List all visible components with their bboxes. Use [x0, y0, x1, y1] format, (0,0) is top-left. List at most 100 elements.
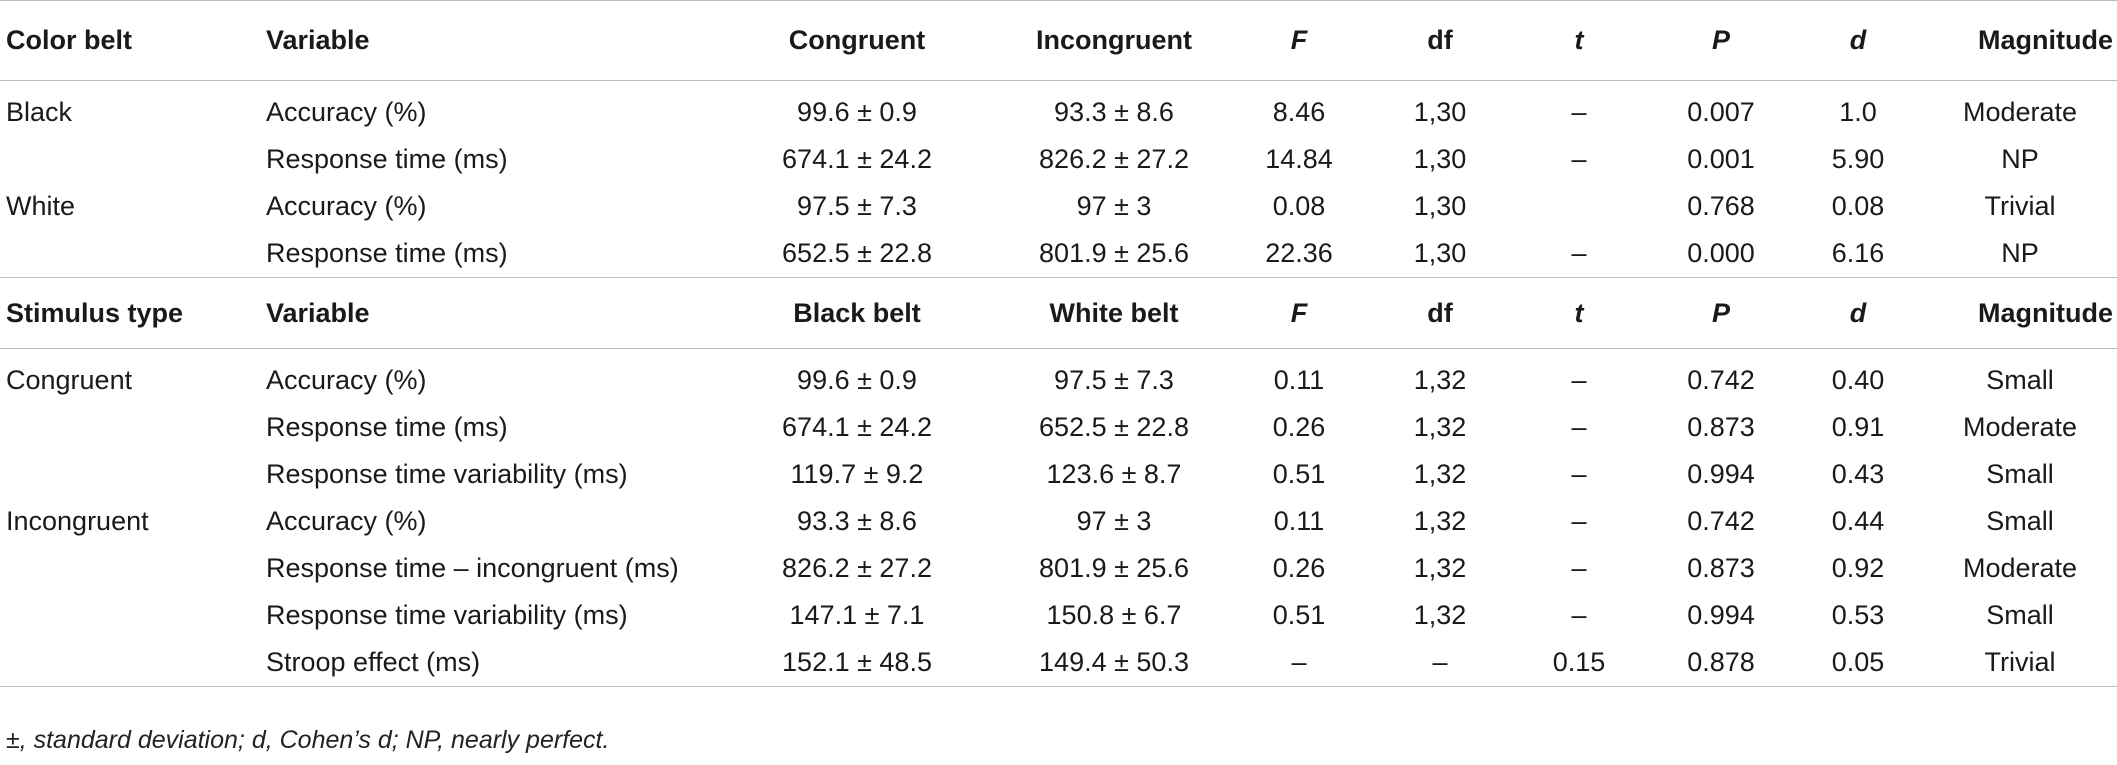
- value-b-cell: 801.9 ± 25.6: [1039, 553, 1189, 583]
- t-cell: –: [1571, 459, 1587, 489]
- table-row: Response time (ms) 652.5 ± 22.8 801.9 ± 25…: [0, 230, 2117, 278]
- t-cell: –: [1509, 230, 1649, 278]
- column-header: F: [1227, 277, 1371, 349]
- t-cell: –: [1571, 506, 1587, 536]
- magnitude-cell: Moderate: [1962, 412, 2078, 442]
- column-header: df: [1371, 277, 1509, 349]
- t-cell: –: [1571, 144, 1587, 174]
- table-row: Response time – incongruent (ms) 826.2 ± …: [0, 545, 2117, 592]
- p-cell: 0.768: [1687, 191, 1755, 221]
- table-row: Response time (ms) 674.1 ± 24.2 652.5 ± 22…: [0, 404, 2117, 451]
- variable-cell: Accuracy (%): [266, 365, 427, 395]
- p-cell: 0.001: [1687, 144, 1755, 174]
- column-header: F: [1227, 0, 1371, 81]
- table-row: Incongruent Accuracy (%) 93.3 ± 8.6 97 ± 3 0…: [0, 498, 2117, 545]
- column-header: Stimulus type: [0, 277, 260, 349]
- value-b-cell: 149.4 ± 50.3: [1001, 639, 1227, 687]
- value-b-cell: 150.8 ± 6.7: [1046, 600, 1182, 630]
- column-header: Incongruent: [1001, 0, 1227, 81]
- f-cell: 0.08: [1272, 191, 1326, 221]
- p-cell: 0.994: [1687, 459, 1755, 489]
- d-cell: 6.16: [1793, 230, 1923, 278]
- header-row-2: Stimulus type Variable Black belt White bel…: [0, 277, 2117, 349]
- value-a-cell: 826.2 ± 27.2: [782, 553, 932, 583]
- magnitude-cell: Trivial: [1923, 639, 2117, 687]
- group-cell: [0, 592, 260, 639]
- value-b-cell: 123.6 ± 8.7: [1046, 459, 1182, 489]
- group-cell: White: [6, 191, 76, 221]
- value-b-cell: 97 ± 3: [1076, 506, 1152, 536]
- d-cell: 5.90: [1831, 144, 1885, 174]
- table-row: Stroop effect (ms) 152.1 ± 48.5 149.4 ± 50…: [0, 639, 2117, 687]
- d-cell: 0.08: [1831, 191, 1885, 221]
- t-cell: –: [1571, 412, 1587, 442]
- column-header: t: [1509, 0, 1649, 81]
- f-cell: 0.11: [1273, 365, 1325, 395]
- f-cell: 0.11: [1273, 506, 1325, 536]
- df-cell: 1,32: [1413, 506, 1467, 536]
- f-cell: 0.51: [1272, 459, 1326, 489]
- column-header: d: [1793, 277, 1923, 349]
- value-b-cell: 801.9 ± 25.6: [1001, 230, 1227, 278]
- p-cell: 0.742: [1687, 365, 1755, 395]
- p-cell: 0.878: [1649, 639, 1793, 687]
- table-row: Black Accuracy (%) 99.6 ± 0.9 93.3 ± 8.6 8.4…: [0, 81, 2117, 137]
- f-cell: 0.26: [1272, 412, 1326, 442]
- variable-cell: Response time variability (ms): [266, 459, 628, 489]
- column-header: t: [1509, 277, 1649, 349]
- t-cell: 0.15: [1509, 639, 1649, 687]
- group-cell: [0, 230, 260, 278]
- value-a-cell: 147.1 ± 7.1: [789, 600, 925, 630]
- value-b-cell: 97.5 ± 7.3: [1054, 365, 1174, 395]
- d-cell: 0.92: [1831, 553, 1885, 583]
- group-cell: Incongruent: [6, 506, 149, 536]
- value-a-cell: 99.6 ± 0.9: [797, 97, 917, 127]
- d-cell: 0.53: [1831, 600, 1885, 630]
- p-cell: 0.000: [1649, 230, 1793, 278]
- column-header: P: [1649, 0, 1793, 81]
- df-cell: 1,30: [1413, 144, 1467, 174]
- variable-cell: Response time (ms): [260, 230, 713, 278]
- df-cell: 1,32: [1413, 553, 1467, 583]
- p-cell: 0.873: [1687, 553, 1755, 583]
- f-cell: –: [1227, 639, 1371, 687]
- value-a-cell: 674.1 ± 24.2: [782, 144, 932, 174]
- group-cell: Congruent: [6, 365, 133, 395]
- variable-cell: Accuracy (%): [266, 191, 427, 221]
- column-header: Congruent: [713, 0, 1001, 81]
- variable-cell: Response time – incongruent (ms): [266, 553, 679, 583]
- d-cell: 0.44: [1831, 506, 1885, 536]
- df-cell: 1,30: [1413, 97, 1467, 127]
- variable-cell: Response time variability (ms): [266, 600, 628, 630]
- p-cell: 0.873: [1687, 412, 1755, 442]
- p-cell: 0.742: [1687, 506, 1755, 536]
- magnitude-cell: Moderate: [1962, 553, 2078, 583]
- column-header: Magnitude: [1923, 277, 2117, 349]
- column-header: Color belt: [0, 0, 260, 81]
- group-cell: [0, 451, 260, 498]
- column-header: P: [1649, 277, 1793, 349]
- magnitude-cell: NP: [2001, 144, 2039, 174]
- value-b-cell: 826.2 ± 27.2: [1039, 144, 1189, 174]
- value-a-cell: 652.5 ± 22.8: [713, 230, 1001, 278]
- variable-cell: Stroop effect (ms): [260, 639, 713, 687]
- value-b-cell: 652.5 ± 22.8: [1039, 412, 1189, 442]
- magnitude-cell: Small: [1986, 506, 2054, 536]
- variable-cell: Accuracy (%): [266, 506, 427, 536]
- p-cell: 0.007: [1687, 97, 1755, 127]
- f-cell: 0.26: [1272, 553, 1326, 583]
- t-cell: –: [1571, 97, 1587, 127]
- df-cell: 1,30: [1413, 191, 1467, 221]
- group-cell: [0, 404, 260, 451]
- value-b-cell: 97 ± 3: [1076, 191, 1152, 221]
- column-header: d: [1793, 0, 1923, 81]
- d-cell: 0.05: [1793, 639, 1923, 687]
- value-b-cell: 93.3 ± 8.6: [1054, 97, 1174, 127]
- magnitude-cell: Small: [1986, 600, 2054, 630]
- df-cell: 1,32: [1413, 365, 1467, 395]
- group-cell: [0, 136, 260, 183]
- column-header: Variable: [260, 0, 713, 81]
- column-header: Magnitude: [1923, 0, 2117, 81]
